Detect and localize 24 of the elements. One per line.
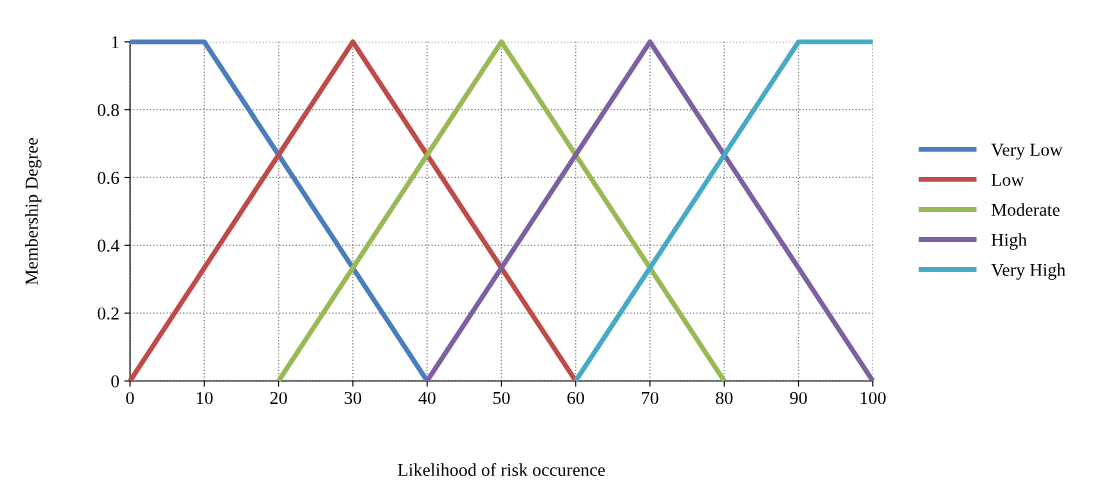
x-axis-title: Likelihood of risk occurence	[397, 463, 605, 476]
x-tick-label: 0	[126, 391, 134, 405]
x-tick-label: 10	[196, 391, 213, 405]
legend-label: Low	[991, 173, 1024, 186]
legend-label: Moderate	[991, 203, 1060, 216]
x-tick-label: 40	[418, 391, 436, 405]
y-tick-label: 0.6	[97, 171, 120, 185]
y-tick-label: 0	[111, 375, 119, 388]
legend-label: Very High	[991, 263, 1066, 280]
x-tick-label: 50	[493, 391, 510, 405]
x-tick-label: 100	[860, 391, 886, 405]
x-tick-label: 90	[790, 391, 807, 405]
x-tick-label: 60	[567, 391, 585, 405]
y-tick-label: 0.4	[97, 239, 120, 252]
y-tick-label: 0.2	[97, 307, 119, 320]
x-tick-label: 30	[344, 391, 362, 405]
y-axis-title: Membership Degree	[25, 138, 42, 285]
x-tick-label: 70	[642, 391, 659, 405]
legend-label: Very Low	[991, 143, 1063, 160]
y-tick-label: 1	[112, 36, 119, 49]
y-tick-label: 0.8	[97, 103, 119, 117]
x-tick-label: 80	[715, 391, 733, 405]
legend-label: High	[991, 233, 1027, 250]
x-tick-label: 20	[270, 391, 287, 405]
